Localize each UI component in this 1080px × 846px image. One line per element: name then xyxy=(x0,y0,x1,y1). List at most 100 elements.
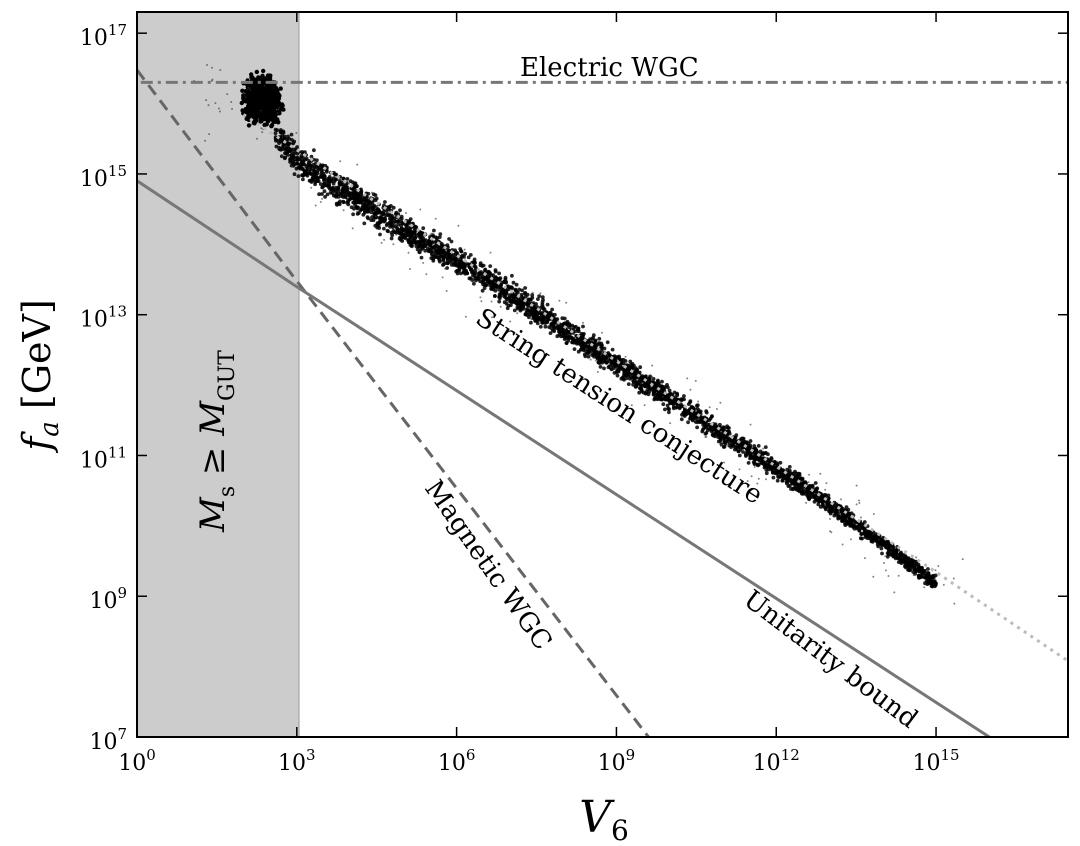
scatter-point xyxy=(272,84,277,90)
scatter-point xyxy=(268,84,274,90)
scatter-point xyxy=(680,412,684,417)
scatter-point xyxy=(786,479,790,483)
scatter-point xyxy=(511,280,516,285)
scatter-point xyxy=(529,308,534,313)
scatter-point xyxy=(410,243,414,248)
scatter-point xyxy=(727,443,732,448)
scatter-point xyxy=(273,113,278,118)
scatter-point xyxy=(504,275,507,278)
scatter-point xyxy=(858,499,860,502)
scatter-point xyxy=(525,286,528,289)
scatter-point xyxy=(422,261,425,264)
scatter-point xyxy=(276,111,279,114)
scatter-point xyxy=(813,481,818,485)
scatter-point xyxy=(583,354,588,359)
scatter-point xyxy=(407,220,411,225)
scatter-point xyxy=(301,177,305,182)
scatter-point xyxy=(770,467,774,472)
scatter-point xyxy=(686,377,689,380)
scatter-point xyxy=(478,279,482,284)
scatter-point xyxy=(521,296,525,301)
scatter-point xyxy=(615,373,620,378)
scatter-point xyxy=(736,445,741,450)
scatter-point xyxy=(612,361,617,366)
scatter-point xyxy=(633,384,638,389)
y-tick-label: 109 xyxy=(89,584,127,614)
scatter-point xyxy=(872,513,875,515)
scatter-point xyxy=(858,502,861,504)
scatter-point xyxy=(923,575,927,580)
scatter-point xyxy=(272,103,277,109)
scatter-point xyxy=(531,312,536,317)
scatter-point xyxy=(557,325,562,330)
scatter-point xyxy=(923,586,926,589)
scatter-point xyxy=(564,328,569,332)
scatter-point xyxy=(275,128,280,133)
scatter-point xyxy=(231,107,233,110)
scatter-point xyxy=(628,376,632,381)
scatter-point xyxy=(686,420,690,425)
scatter-point xyxy=(725,438,728,441)
scatter-point xyxy=(315,171,320,176)
scatter-point xyxy=(597,341,602,345)
scatter-point xyxy=(447,237,451,241)
scatter-point xyxy=(388,225,392,229)
scatter-point xyxy=(448,256,452,260)
scatter-point xyxy=(463,252,466,254)
scatter-point xyxy=(700,429,705,434)
scatter-point xyxy=(749,423,752,426)
scatter-point xyxy=(573,333,576,336)
scatter-point xyxy=(413,234,415,237)
scatter-point xyxy=(401,215,404,218)
scatter-point xyxy=(456,269,461,273)
scatter-point xyxy=(807,481,810,484)
scatter-point xyxy=(353,181,358,186)
scatter-point xyxy=(395,233,398,236)
scatter-point xyxy=(730,442,735,447)
scatter-point xyxy=(661,402,666,407)
scatter-point xyxy=(355,206,360,211)
scatter-point xyxy=(324,169,329,174)
scatter-point xyxy=(256,137,258,140)
scatter-point xyxy=(777,473,780,476)
x-axis-title: V6 xyxy=(579,792,629,846)
scatter-point xyxy=(247,86,250,89)
scatter-point xyxy=(694,379,697,382)
scatter-point xyxy=(300,166,305,171)
scatter-point xyxy=(289,157,294,162)
scatter-point xyxy=(281,107,286,112)
scatter-point xyxy=(503,288,507,293)
scatter-point xyxy=(715,408,718,410)
scatter-point xyxy=(753,466,756,468)
scatter-point xyxy=(855,503,858,506)
scatter-point xyxy=(291,160,296,165)
scatter-point xyxy=(639,385,643,390)
scatter-point xyxy=(763,445,768,449)
scatter-point xyxy=(750,475,753,478)
scatter-point xyxy=(719,442,724,446)
scatter-point xyxy=(602,366,606,371)
scatter-point xyxy=(333,172,338,177)
scatter-point xyxy=(819,472,822,475)
scatter-point xyxy=(802,480,807,485)
scatter-point xyxy=(497,271,501,276)
scatter-point xyxy=(241,93,246,98)
scatter-point xyxy=(366,209,370,214)
scatter-point xyxy=(319,201,322,203)
scatter-point xyxy=(597,336,602,341)
scatter-point xyxy=(369,210,374,215)
scatter-point xyxy=(392,243,395,246)
scatter-point xyxy=(318,169,321,172)
scatter-point xyxy=(671,406,676,411)
scatter-point xyxy=(395,229,400,234)
scatter-point xyxy=(482,286,487,290)
scatter-point xyxy=(301,162,306,167)
scatter-point xyxy=(594,359,597,362)
scatter-point xyxy=(644,389,647,392)
scatter-point xyxy=(318,182,323,187)
scatter-point xyxy=(310,165,315,169)
scatter-point xyxy=(506,287,509,290)
scatter-point xyxy=(311,168,316,173)
scatter-point xyxy=(674,397,678,402)
scatter-point xyxy=(787,470,792,475)
